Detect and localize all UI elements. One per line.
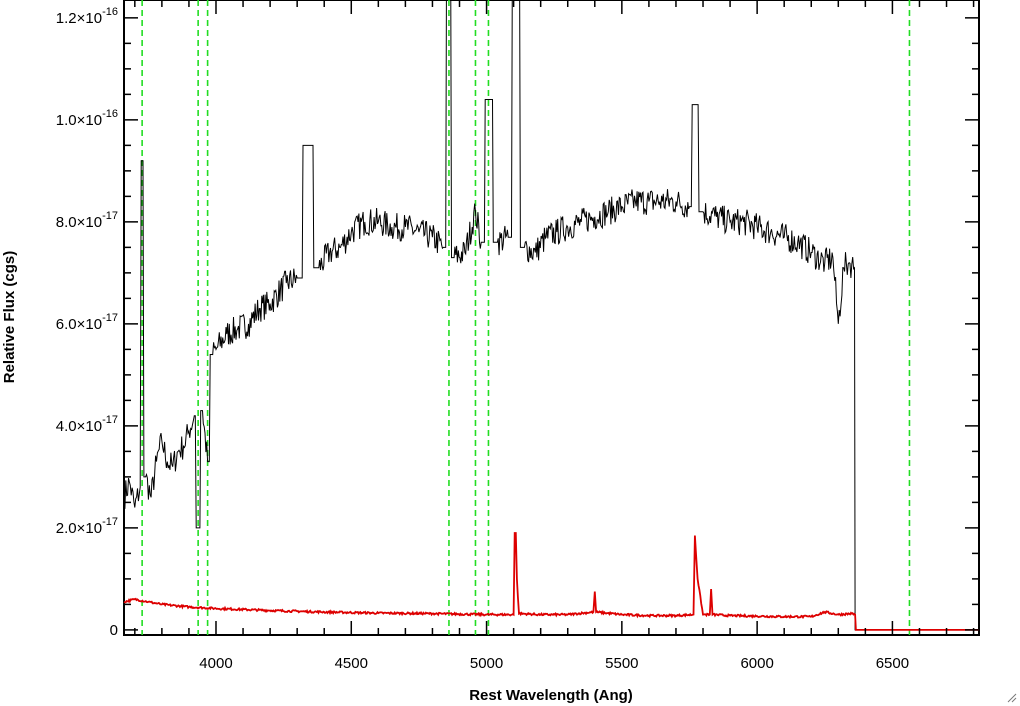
y-tick-label: 4.0×10-17: [56, 414, 118, 435]
x-tick-label: 5000: [470, 655, 503, 672]
y-axis-title: Relative Flux (cgs): [1, 251, 18, 384]
x-tick-label: 6500: [876, 655, 909, 672]
series-layer: [123, 0, 979, 631]
resize-grip-icon[interactable]: [1005, 691, 1017, 703]
reference-lines: [141, 0, 911, 635]
x-axis-title: Rest Wavelength (Ang): [469, 687, 633, 704]
spectrum-line: [123, 0, 979, 631]
x-tick-label: 4500: [335, 655, 368, 672]
plot-frame: [123, 0, 980, 636]
x-tick-label: 4000: [199, 655, 232, 672]
y-axis-ticks: 0 2.0×10-17 4.0×10-17 6.0×10-17 8.0×10-17 1.0…: [56, 6, 979, 639]
x-tick-label: 5500: [605, 655, 638, 672]
x-axis-ticks: 4000 4500 5000 5500 6000 6500: [134, 0, 975, 672]
y-tick-label: 8.0×10-17: [56, 210, 118, 231]
y-tick-label: 1.2×10-16: [56, 6, 118, 27]
noise-line: [123, 532, 979, 631]
x-tick-label: 6000: [740, 655, 773, 672]
y-tick-label: 1.0×10-16: [56, 108, 118, 129]
y-tick-label: 0: [110, 622, 118, 639]
y-tick-label: 2.0×10-17: [56, 516, 118, 537]
y-tick-label: 6.0×10-17: [56, 312, 118, 333]
